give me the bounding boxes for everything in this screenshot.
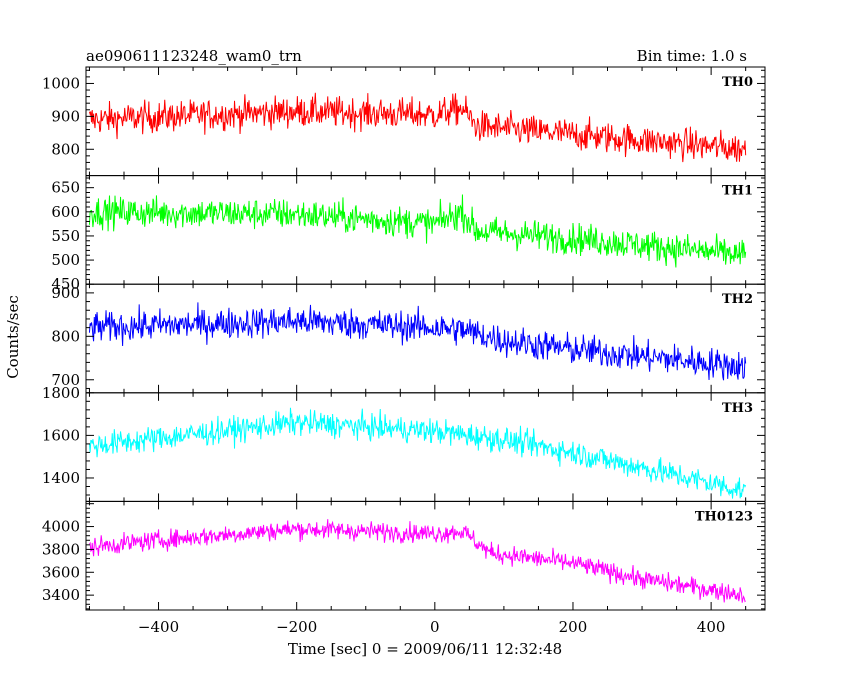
y-tick-label: 900	[51, 284, 80, 302]
y-tick-label: 1000	[42, 74, 80, 92]
panel-th3: 1400 1600 1800 TH3	[42, 384, 766, 502]
series-th2	[88, 302, 747, 381]
y-tick-label: 3800	[42, 540, 80, 558]
y-tick-label: 800	[51, 140, 80, 158]
series-th0123	[89, 519, 747, 603]
bin-time-label: Bin time: 1.0 s	[637, 47, 747, 65]
y-tick-label: 550	[51, 227, 80, 245]
x-axis-label: Time [sec] 0 = 2009/06/11 12:32:48	[288, 640, 562, 658]
y-tick-label: 3600	[42, 563, 80, 581]
y-tick-label: 650	[51, 179, 80, 197]
panel-label-th3: TH3	[722, 401, 753, 416]
y-tick-label: 900	[51, 107, 80, 125]
y-tick-label: 700	[51, 371, 80, 389]
panel-label-th0123: TH0123	[695, 509, 753, 524]
panel-frame	[85, 175, 766, 285]
panel-th1: 450 500 550 600 650 TH1	[51, 175, 766, 293]
y-tick-label: 450	[51, 275, 80, 293]
panel-frame	[85, 392, 766, 502]
x-axis: −400 −200 0 200 400	[138, 618, 726, 636]
chart-title: ae090611123248_wam0_trn	[86, 47, 302, 65]
x-tick-label: 200	[559, 618, 588, 636]
y-tick-label: 800	[51, 327, 80, 345]
panel-th0123: 3400 3600 3800 4000 TH0123	[42, 500, 766, 611]
panel-frame	[85, 283, 766, 394]
series-th0	[88, 92, 747, 163]
y-tick-label: 1800	[42, 384, 80, 402]
x-tick-label: −400	[138, 618, 179, 636]
y-axis-label: Counts/sec	[4, 295, 22, 379]
series-th3	[88, 407, 747, 499]
x-tick-label: 0	[430, 618, 440, 636]
y-tick-label: 4000	[42, 518, 80, 536]
y-tick-label: 600	[51, 203, 80, 221]
y-tick-label: 500	[51, 251, 80, 269]
panel-th2: 700 800 900 TH2	[51, 283, 766, 394]
x-tick-label: 400	[697, 618, 726, 636]
panel-label-th2: TH2	[722, 292, 753, 307]
panel-label-th0: TH0	[722, 75, 753, 90]
x-tick-label: −200	[276, 618, 317, 636]
series-th1	[88, 194, 747, 268]
y-tick-label: 3400	[42, 586, 80, 604]
panels: 800 900 1000 TH0 450 500 550 600 650 TH1 700 800 900…	[42, 66, 766, 611]
panel-label-th1: TH1	[722, 184, 753, 199]
y-tick-label: 1600	[42, 426, 80, 444]
panel-frame	[85, 500, 766, 611]
panel-th0: 800 900 1000 TH0	[42, 66, 766, 177]
y-tick-label: 1400	[42, 469, 80, 487]
